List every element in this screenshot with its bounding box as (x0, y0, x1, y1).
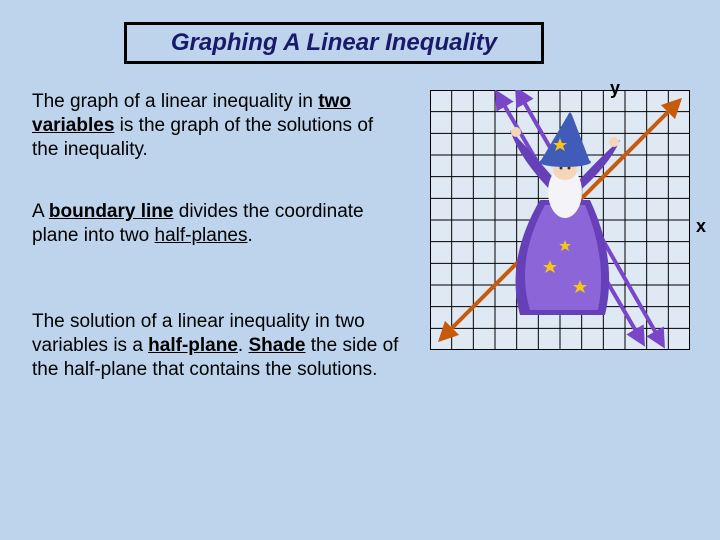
p2-b: boundary line (49, 201, 174, 222)
p2-a: A (32, 201, 49, 222)
axis-label-x: x (696, 216, 706, 237)
p3-d: Shade (248, 335, 305, 356)
wizard-svg (510, 110, 620, 320)
title-box: Graphing A Linear Inequality (124, 22, 544, 64)
p2-d: half-planes (155, 225, 248, 246)
p3-b: half-plane (148, 335, 238, 356)
paragraph-2: A boundary line divides the coordinate p… (32, 200, 372, 248)
coordinate-plane: y x (430, 90, 690, 350)
p1-a: The graph of a linear inequality in (32, 91, 318, 112)
paragraph-1: The graph of a linear inequality in two … (32, 90, 402, 161)
p3-c: . (238, 335, 249, 356)
page-title: Graphing A Linear Inequality (171, 29, 497, 56)
paragraph-3: The solution of a linear inequality in t… (32, 310, 412, 381)
p2-e: . (247, 225, 252, 246)
axis-label-y: y (610, 78, 620, 99)
wizard-illustration (510, 110, 620, 320)
